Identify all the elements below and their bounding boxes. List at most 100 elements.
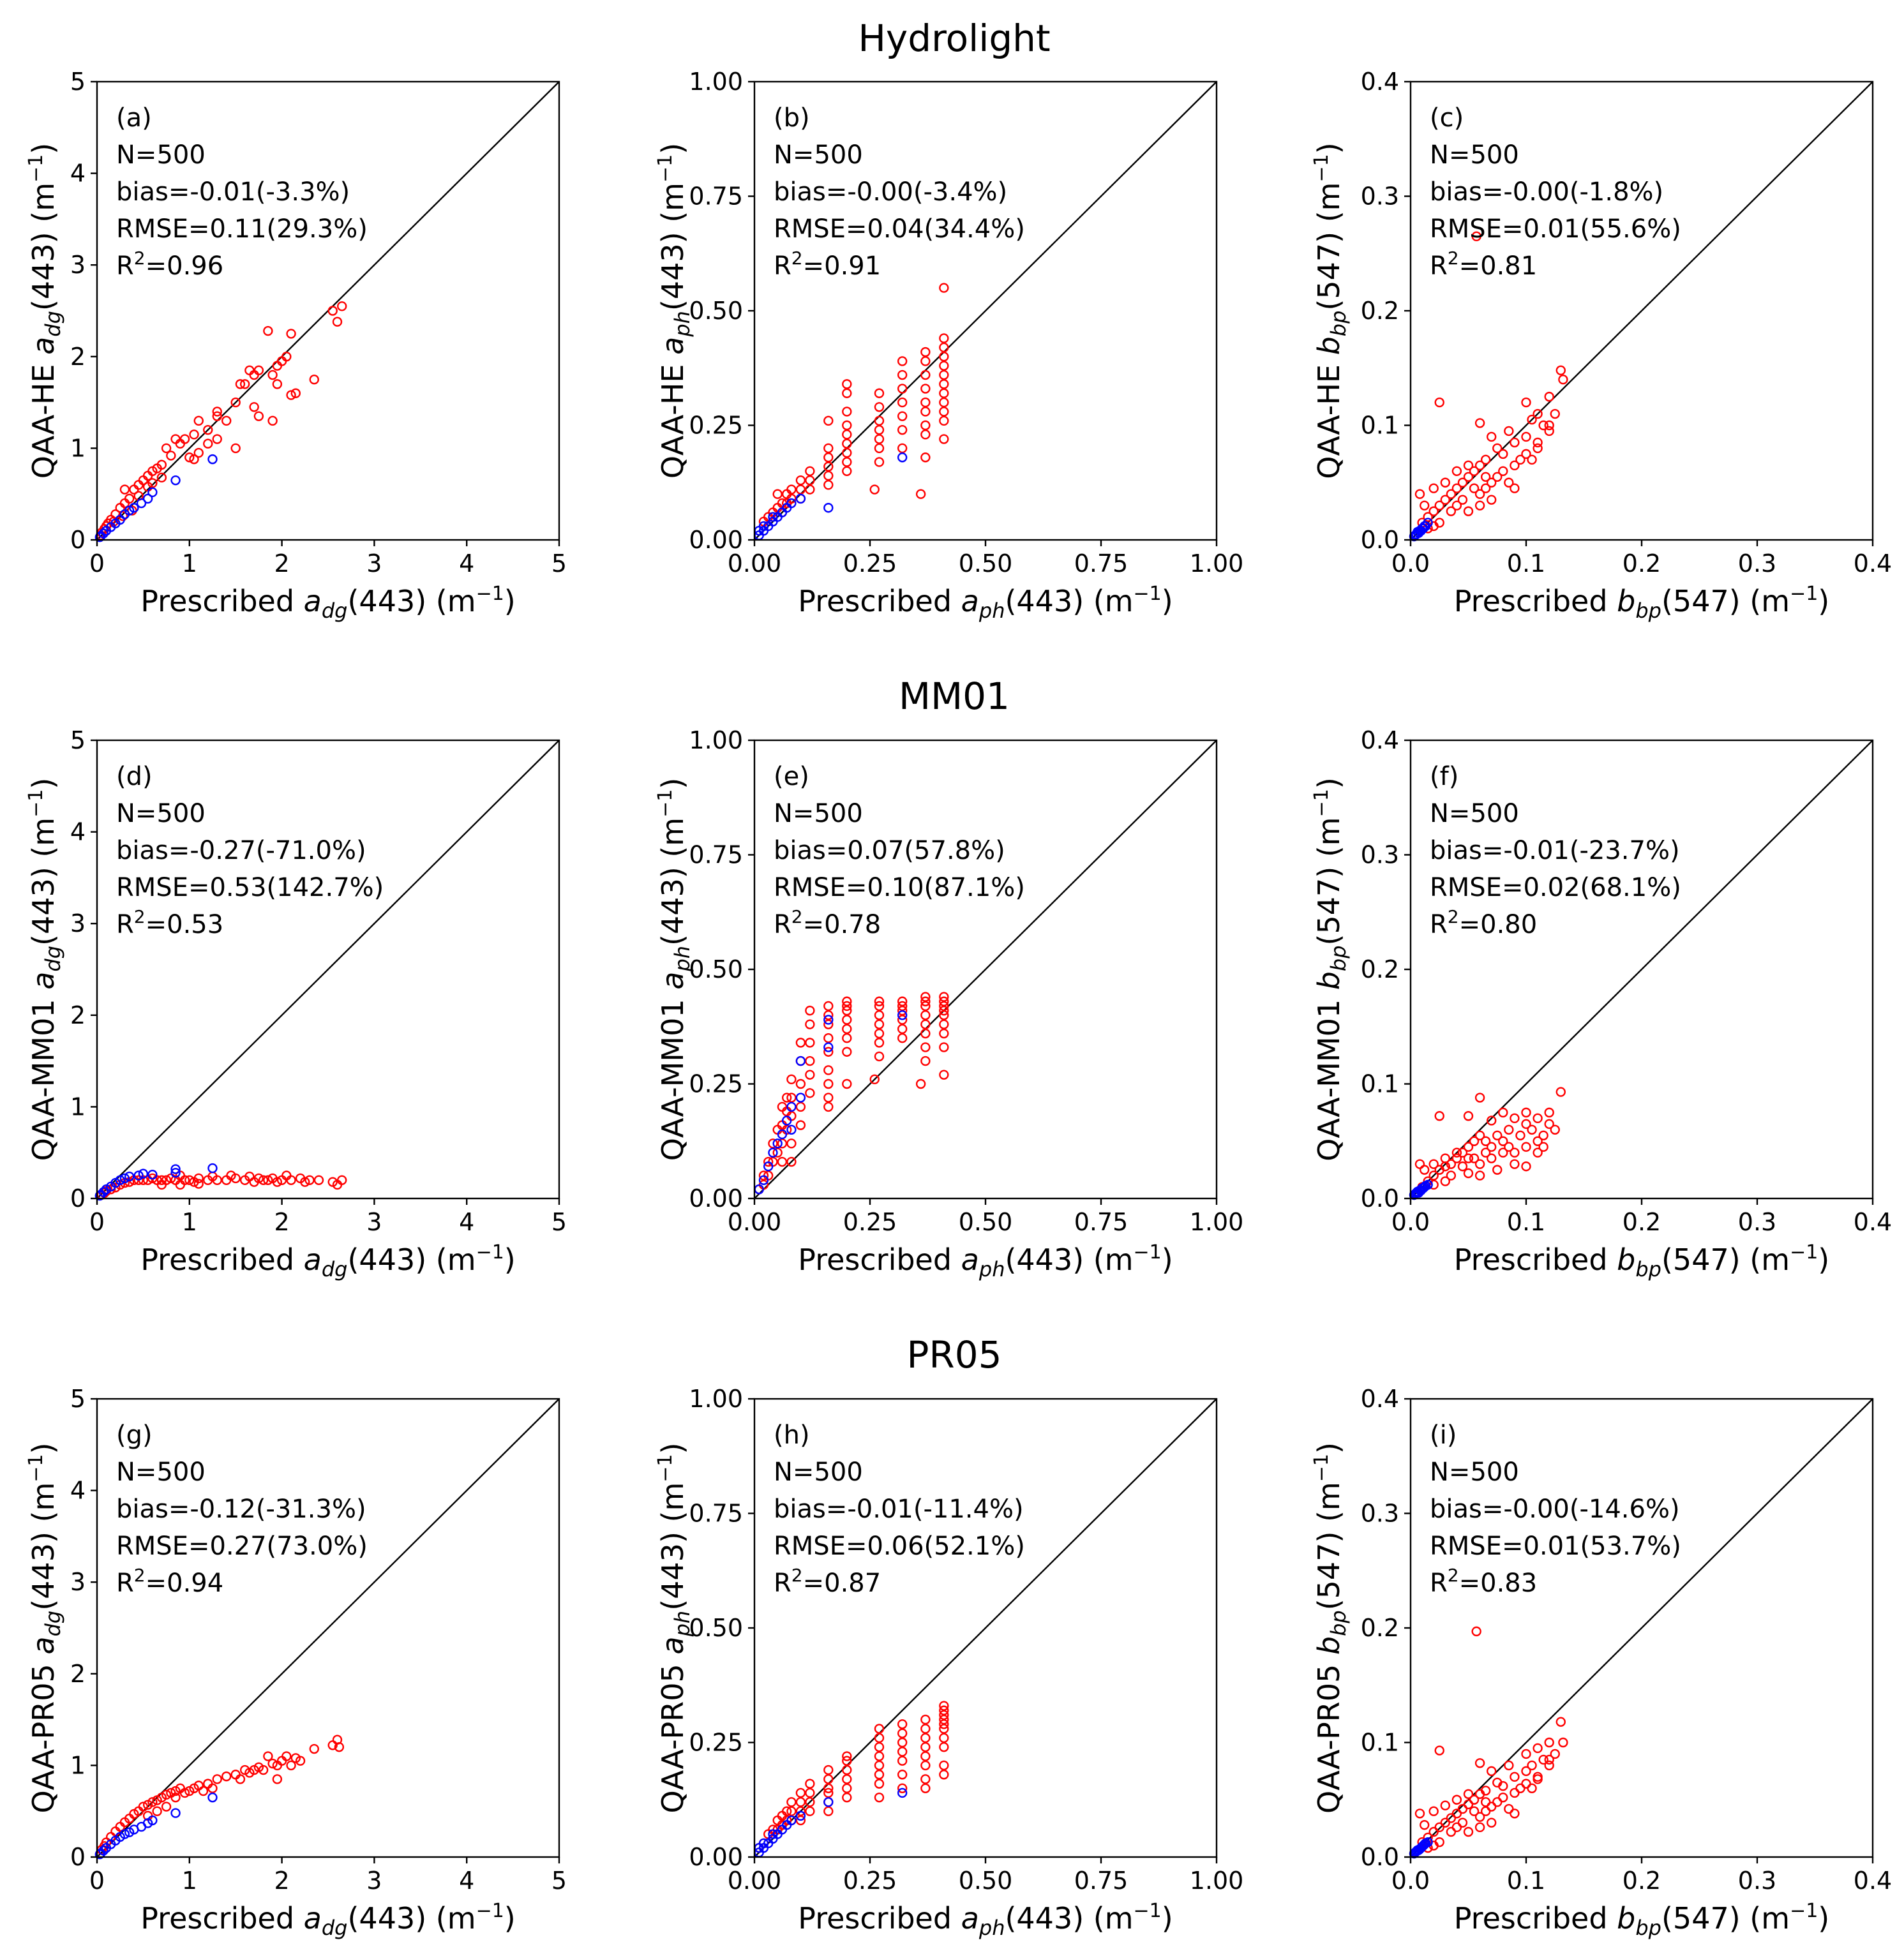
- data-point: [939, 1042, 949, 1052]
- data-point: [249, 369, 259, 380]
- y-tick-label: 0.75: [689, 1500, 743, 1528]
- panel-label: (d): [116, 762, 153, 791]
- data-point: [772, 1138, 783, 1149]
- data-point: [286, 1760, 296, 1771]
- identity-line: [1410, 1398, 1873, 1858]
- data-point: [94, 1849, 105, 1860]
- data-point: [133, 1170, 144, 1181]
- data-point: [842, 1774, 852, 1784]
- y-tick-label: 2: [70, 1660, 86, 1688]
- data-point: [874, 1724, 885, 1734]
- y-axis-label: QAA-MM01 adg(443) (m−1): [25, 778, 65, 1161]
- data-point: [1474, 1170, 1485, 1181]
- x-tick-label: 0.1: [1507, 1867, 1545, 1895]
- y-axis-label: QAA-PR05 bbp(547) (m−1): [1310, 1442, 1351, 1814]
- data-point: [842, 1024, 852, 1034]
- series-red: [1414, 1626, 1568, 1853]
- series-blue: [1409, 1179, 1433, 1200]
- data-point: [1521, 1779, 1531, 1789]
- data-point: [920, 1001, 931, 1011]
- data-point: [763, 1161, 774, 1172]
- series-blue: [1409, 1837, 1433, 1859]
- data-point: [1463, 1168, 1474, 1179]
- plot-frame: [96, 739, 560, 1200]
- data-point: [874, 1019, 885, 1029]
- data-point: [939, 361, 949, 371]
- data-point: [795, 484, 806, 495]
- data-point: [786, 1093, 797, 1103]
- data-point: [874, 1770, 885, 1780]
- data-point: [1428, 1826, 1439, 1837]
- data-point: [1544, 1107, 1554, 1118]
- data-point: [874, 415, 885, 426]
- data-point: [198, 1786, 209, 1796]
- panel-label: (g): [116, 1421, 153, 1450]
- data-point: [786, 1138, 797, 1149]
- data-point: [1510, 1147, 1520, 1158]
- data-point: [795, 1101, 806, 1112]
- data-point: [777, 1101, 788, 1112]
- data-point: [1533, 1743, 1543, 1754]
- data-point: [239, 379, 250, 389]
- data-point: [795, 1815, 806, 1826]
- y-tick-label: 0: [70, 1843, 86, 1871]
- y-tick-label: 4: [70, 1477, 86, 1505]
- data-point: [823, 1765, 834, 1775]
- data-point: [939, 283, 949, 293]
- sample-count: N=500: [1430, 1458, 1519, 1487]
- data-point: [920, 1742, 931, 1752]
- data-point: [795, 1038, 806, 1048]
- data-point: [874, 1028, 885, 1039]
- data-point: [1440, 477, 1451, 488]
- data-point: [777, 1138, 788, 1149]
- x-tick-label: 2: [274, 549, 290, 578]
- y-tick-label: 0.3: [1361, 1500, 1399, 1528]
- data-point: [823, 1001, 834, 1011]
- data-point: [1471, 1626, 1481, 1637]
- data-point: [170, 1786, 181, 1796]
- data-point: [286, 390, 296, 400]
- data-point: [795, 1056, 806, 1066]
- data-point: [897, 996, 908, 1006]
- data-point: [1492, 472, 1503, 482]
- data-point: [823, 1783, 834, 1794]
- rmse-stat: RMSE=0.10(87.1%): [774, 873, 1025, 902]
- data-point: [313, 1175, 324, 1185]
- data-point: [897, 356, 908, 366]
- data-point: [1420, 500, 1430, 511]
- data-point: [332, 317, 343, 327]
- data-point: [138, 1168, 149, 1179]
- bias-stat: bias=0.07(57.8%): [774, 836, 1005, 865]
- data-point: [1550, 408, 1560, 419]
- data-point: [920, 347, 931, 357]
- y-tick-label: 1: [70, 1751, 86, 1779]
- bias-stat: bias=-0.00(-14.6%): [1430, 1495, 1680, 1524]
- data-point: [290, 388, 301, 398]
- panel-e: 0.00 0.25 0.50 0.75 1.00 0.00 0.25 0.50 0.75 1.00…: [654, 726, 1243, 1281]
- data-point: [203, 424, 213, 435]
- data-point: [334, 1742, 345, 1752]
- y-tick-label: 5: [70, 68, 86, 96]
- identity-line: [754, 740, 1217, 1199]
- panel-d: 0 1 2 3 4 5 0 1 2 3 4 5 Prescribed adg(443) (m−1) QAA…: [25, 726, 567, 1281]
- y-tick-label: 0.25: [689, 412, 743, 440]
- data-point: [136, 498, 147, 509]
- data-point: [1428, 1170, 1439, 1181]
- data-point: [267, 415, 278, 426]
- data-point: [920, 992, 931, 1002]
- data-point: [161, 443, 172, 454]
- data-point: [823, 415, 834, 426]
- data-point: [874, 1733, 885, 1743]
- data-point: [939, 369, 949, 380]
- data-point: [276, 1175, 287, 1185]
- data-point: [235, 1774, 246, 1784]
- data-point: [1420, 521, 1431, 532]
- data-point: [1510, 1787, 1520, 1798]
- data-point: [939, 397, 949, 408]
- x-tick-label: 4: [459, 1208, 474, 1236]
- data-point: [768, 1147, 778, 1158]
- data-point: [939, 1019, 949, 1029]
- bias-stat: bias=-0.01(-11.4%): [774, 1495, 1024, 1524]
- data-point: [842, 1078, 852, 1089]
- data-point: [823, 1019, 834, 1029]
